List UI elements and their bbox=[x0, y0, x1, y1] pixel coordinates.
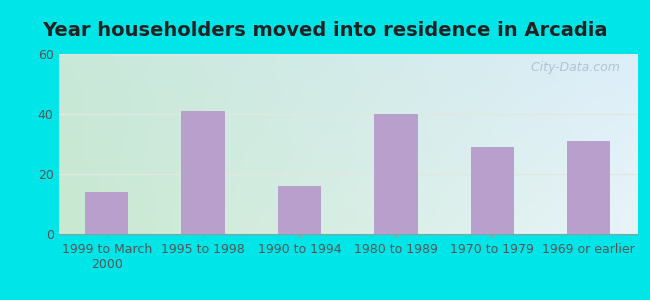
Text: Year householders moved into residence in Arcadia: Year householders moved into residence i… bbox=[42, 21, 608, 40]
Bar bbox=[181, 111, 225, 234]
Bar bbox=[374, 114, 418, 234]
Bar bbox=[567, 141, 610, 234]
Bar bbox=[85, 192, 129, 234]
Bar bbox=[471, 147, 514, 234]
Text: City-Data.com: City-Data.com bbox=[523, 61, 619, 74]
Bar bbox=[278, 186, 321, 234]
